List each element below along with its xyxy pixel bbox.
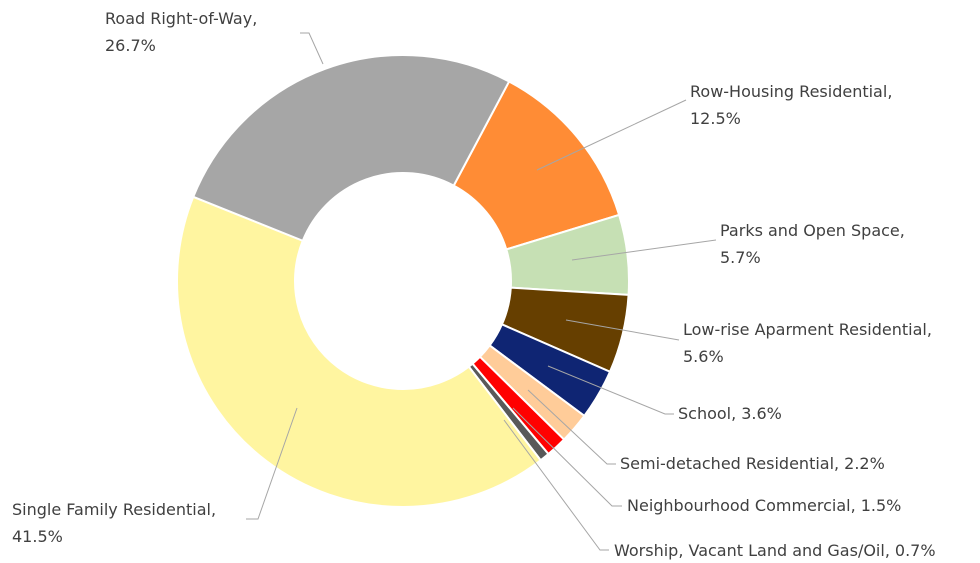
leader-line <box>565 319 680 341</box>
leader-line <box>503 419 609 551</box>
label-text: Road Right-of-Way, <box>105 9 257 28</box>
category-name: Worship, Vacant Land and Gas/Oil <box>614 541 885 560</box>
value-label: 26.7% <box>105 36 156 55</box>
separator: , <box>252 9 257 28</box>
category-name: Row-Housing Residential <box>690 82 887 101</box>
leader-line <box>571 239 717 261</box>
value-label: 5.7% <box>720 248 761 267</box>
category-name: Semi-detached Residential <box>620 454 834 473</box>
donut-slice <box>176 195 543 508</box>
data-label: Road Right-of-Way, 26.7% <box>105 9 257 55</box>
data-label: Low-rise Aparment Residential, 5.6% <box>683 320 932 366</box>
data-label: Single Family Residential, 41.5% <box>12 500 216 546</box>
value-label: 2.2% <box>844 454 885 473</box>
data-label: Worship, Vacant Land and Gas/Oil, 0.7% <box>614 541 936 560</box>
data-label: Neighbourhood Commercial, 1.5% <box>627 496 901 515</box>
value-label: 0.7% <box>895 541 936 560</box>
data-label: Parks and Open Space, 5.7% <box>720 221 905 267</box>
leader-line <box>300 32 324 65</box>
leader-line <box>512 407 622 507</box>
separator: , <box>927 320 932 339</box>
category-name: Low-rise Aparment Residential <box>683 320 927 339</box>
label-text: School, 3.6% <box>678 404 782 423</box>
value-label: 3.6% <box>741 404 782 423</box>
value-label: 41.5% <box>12 527 63 546</box>
label-text: Semi-detached Residential, 2.2% <box>620 454 885 473</box>
label-text: Worship, Vacant Land and Gas/Oil, 0.7% <box>614 541 936 560</box>
category-name: Neighbourhood Commercial <box>627 496 851 515</box>
leader-line <box>536 99 687 171</box>
label-text: Parks and Open Space, <box>720 221 905 240</box>
category-name: Single Family Residential <box>12 500 211 519</box>
label-text: Row-Housing Residential, <box>690 82 892 101</box>
separator: , <box>851 496 856 515</box>
label-text: Single Family Residential, <box>12 500 216 519</box>
value-label: 1.5% <box>861 496 902 515</box>
separator: , <box>731 404 736 423</box>
category-name: Road Right-of-Way <box>105 9 252 28</box>
separator: , <box>211 500 216 519</box>
label-text: Neighbourhood Commercial, 1.5% <box>627 496 901 515</box>
separator: , <box>885 541 890 560</box>
data-label: Row-Housing Residential, 12.5% <box>690 82 892 128</box>
separator: , <box>834 454 839 473</box>
data-label: Semi-detached Residential, 2.2% <box>620 454 885 473</box>
data-label: School, 3.6% <box>678 404 782 423</box>
label-text: Low-rise Aparment Residential, <box>683 320 932 339</box>
category-name: School <box>678 404 731 423</box>
value-label: 5.6% <box>683 347 724 366</box>
value-label: 12.5% <box>690 109 741 128</box>
donut-slice <box>191 54 511 243</box>
leader-line <box>246 407 298 520</box>
leader-line <box>527 389 616 465</box>
separator: , <box>900 221 905 240</box>
separator: , <box>887 82 892 101</box>
leader-line <box>547 365 674 415</box>
donut-slice <box>452 80 621 251</box>
category-name: Parks and Open Space <box>720 221 900 240</box>
